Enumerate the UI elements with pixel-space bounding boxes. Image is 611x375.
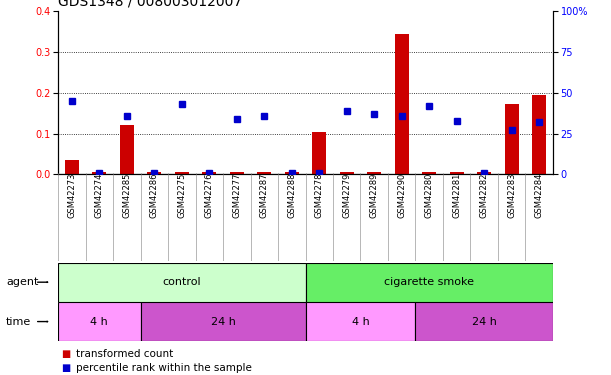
Bar <box>58 302 141 341</box>
Bar <box>230 172 244 174</box>
Bar <box>306 262 553 302</box>
Text: GSM42281: GSM42281 <box>452 172 461 218</box>
Text: ■: ■ <box>61 363 70 373</box>
Text: GSM42290: GSM42290 <box>397 172 406 218</box>
Text: GSM42278: GSM42278 <box>315 172 324 218</box>
Bar <box>202 172 216 174</box>
Bar <box>422 172 436 174</box>
Bar <box>175 172 189 174</box>
Text: 24 h: 24 h <box>211 316 235 327</box>
Text: control: control <box>163 277 201 287</box>
Bar <box>505 104 519 174</box>
Text: cigarette smoke: cigarette smoke <box>384 277 474 287</box>
Text: GSM42282: GSM42282 <box>480 172 489 218</box>
Text: agent: agent <box>6 277 38 287</box>
Text: GDS1348 / 008003012007: GDS1348 / 008003012007 <box>58 0 242 9</box>
Text: time: time <box>6 316 31 327</box>
Text: transformed count: transformed count <box>76 350 174 359</box>
Text: GSM42285: GSM42285 <box>122 172 131 218</box>
Bar <box>306 302 415 341</box>
Bar <box>415 302 553 341</box>
Bar <box>92 172 106 174</box>
Bar <box>147 172 161 174</box>
Text: GSM42277: GSM42277 <box>232 172 241 218</box>
Bar <box>532 95 546 174</box>
Text: GSM42274: GSM42274 <box>95 172 104 218</box>
Text: GSM42283: GSM42283 <box>507 172 516 218</box>
Text: GSM42276: GSM42276 <box>205 172 214 218</box>
Bar <box>477 172 491 174</box>
Bar <box>450 172 464 174</box>
Text: percentile rank within the sample: percentile rank within the sample <box>76 363 252 373</box>
Bar <box>312 132 326 174</box>
Text: GSM42275: GSM42275 <box>177 172 186 218</box>
Text: GSM42280: GSM42280 <box>425 172 434 218</box>
Bar <box>257 172 271 174</box>
Bar <box>367 172 381 174</box>
Bar <box>395 34 409 174</box>
Bar <box>340 172 354 174</box>
Text: GSM42284: GSM42284 <box>535 172 544 218</box>
Text: GSM42287: GSM42287 <box>260 172 269 218</box>
Text: 4 h: 4 h <box>351 316 370 327</box>
Bar <box>285 172 299 174</box>
Bar <box>120 124 134 174</box>
Text: GSM42289: GSM42289 <box>370 172 379 218</box>
Text: ■: ■ <box>61 350 70 359</box>
Text: GSM42288: GSM42288 <box>287 172 296 218</box>
Bar <box>65 160 79 174</box>
Text: 4 h: 4 h <box>90 316 108 327</box>
Bar <box>58 262 306 302</box>
Text: GSM42286: GSM42286 <box>150 172 159 218</box>
Bar <box>141 302 306 341</box>
Text: GSM42273: GSM42273 <box>67 172 76 218</box>
Text: GSM42279: GSM42279 <box>342 172 351 218</box>
Text: 24 h: 24 h <box>472 316 497 327</box>
